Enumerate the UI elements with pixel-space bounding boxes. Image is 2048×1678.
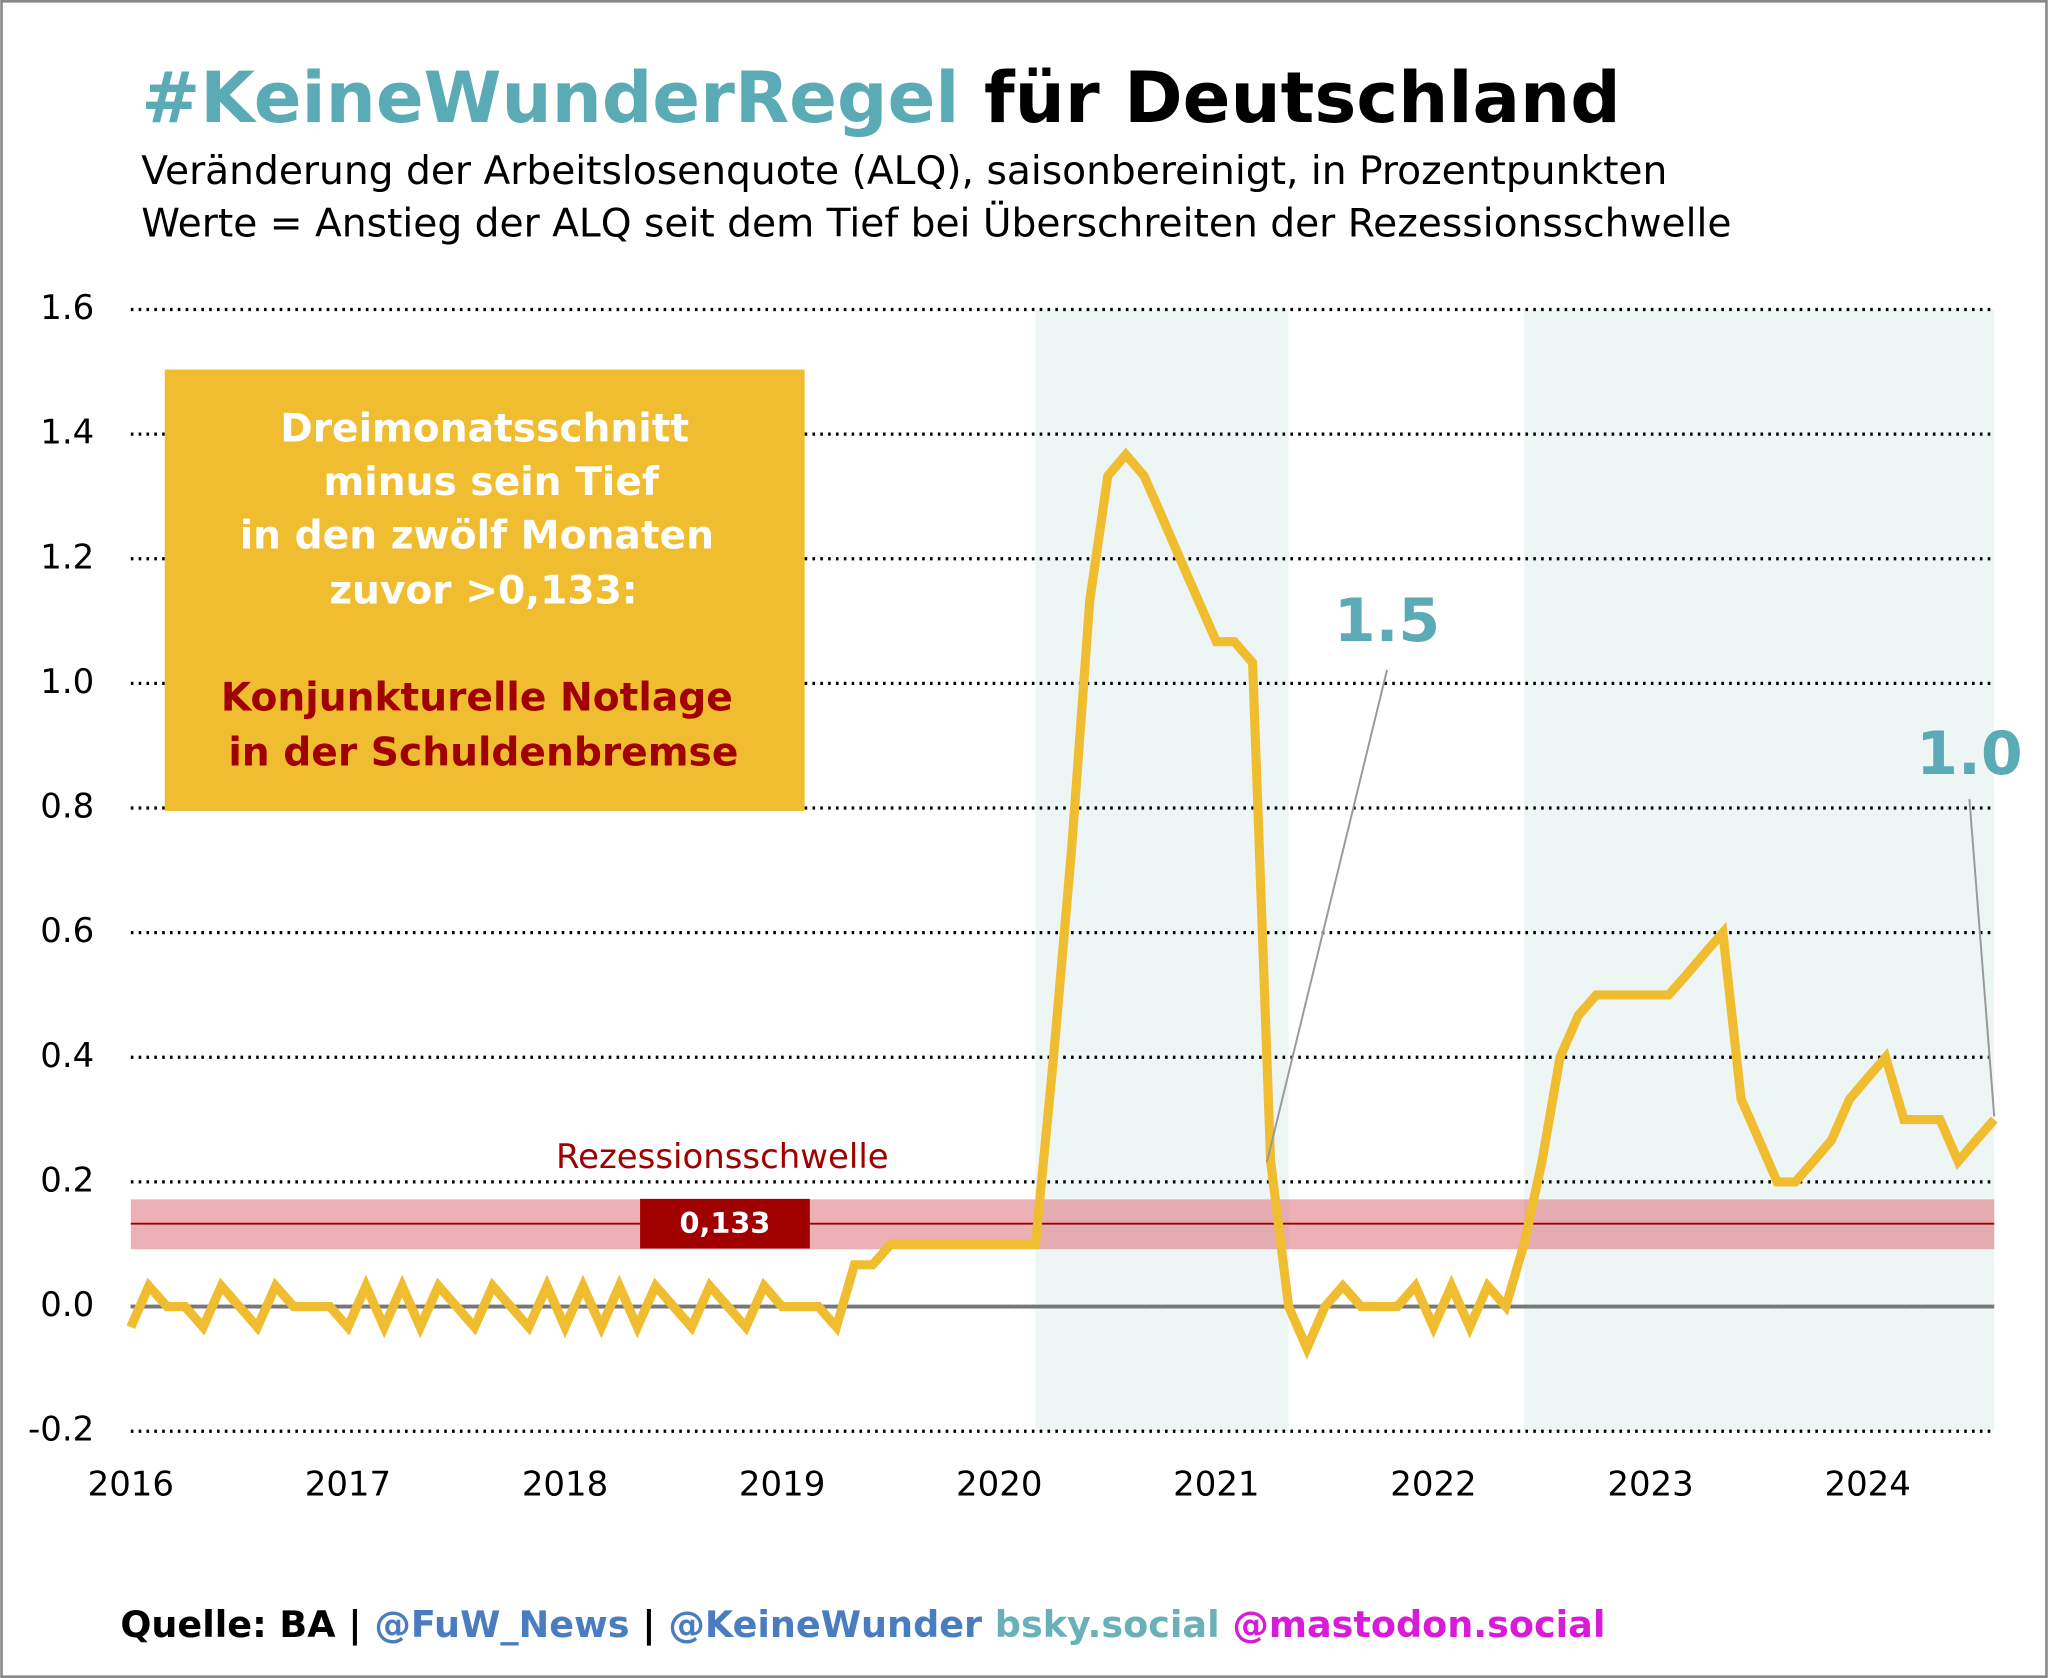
annotation: 1.5 [1334,586,1440,656]
footer-part: @KeineWunder [668,1602,982,1645]
y-tick-label: 1.4 [40,413,94,453]
footer-part: Quelle: BA | [120,1602,361,1646]
y-tick-label: 0.8 [40,787,94,827]
footer-part: @mastodon.social [1232,1602,1605,1645]
box-highlight: in der Schuldenbremse [228,730,738,775]
x-tick-label: 2021 [1173,1465,1259,1505]
chart-title: #KeineWunderRegel für Deutschland [141,56,1620,138]
x-tick-label: 2024 [1824,1465,1910,1505]
x-tick-label: 2022 [1390,1465,1476,1505]
threshold-label: 0,133 [680,1206,771,1240]
x-tick-label: 2019 [739,1465,825,1505]
box-text: minus sein Tief [323,460,659,505]
threshold-name: Rezessionsschwelle [556,1137,889,1177]
x-tick-label: 2023 [1607,1465,1693,1505]
box-text: zuvor >0,133: [329,568,637,613]
y-tick-label: 0.6 [40,911,94,951]
info-box [164,369,805,811]
y-tick-label: 1.2 [40,537,94,577]
x-tick-label: 2020 [956,1465,1042,1505]
title-part: #KeineWunderRegel [141,56,959,138]
x-tick-label: 2018 [522,1465,608,1505]
x-tick-label: 2017 [305,1465,391,1505]
box-highlight: Konjunkturelle Notlage [221,675,733,720]
box-text: Dreimonatsschnitt [280,406,689,451]
y-tick-label: 0.0 [40,1285,94,1325]
plot: 1.6 1.4 1.2 1.0 0.8 0.6 0.4 0.2 0.0 -0.2 2016 2017 2… [28,288,1998,1505]
footer: Quelle: BA | @FuW_News | @KeineWunder bs… [120,1602,1605,1646]
footer-part: | [642,1602,655,1646]
leader-line [1968,799,1996,1117]
y-tick-label: 0.2 [40,1160,94,1200]
footer-part: @FuW_News [374,1602,629,1645]
y-tick-label: 0.4 [40,1036,94,1076]
recession-shade [1523,309,1995,1432]
y-tick-label: -0.2 [28,1410,94,1450]
footer-part: bsky.social [995,1602,1220,1645]
box-text: in den zwölf Monaten [240,514,714,559]
subtitle: Werte = Anstieg der ALQ seit dem Tief be… [141,200,1731,246]
x-tick-label: 2016 [88,1465,174,1505]
annotation: 1.0 [1916,719,2022,789]
threshold-label-bg [640,1198,810,1249]
title-part: für Deutschland [984,56,1621,138]
y-tick-label: 1.6 [40,288,94,328]
y-tick-label: 1.0 [40,662,94,702]
leader-line [1265,669,1388,1163]
data-line [126,447,1998,1360]
subtitle: Veränderung der Arbeitslosenquote (ALQ),… [141,149,1667,194]
